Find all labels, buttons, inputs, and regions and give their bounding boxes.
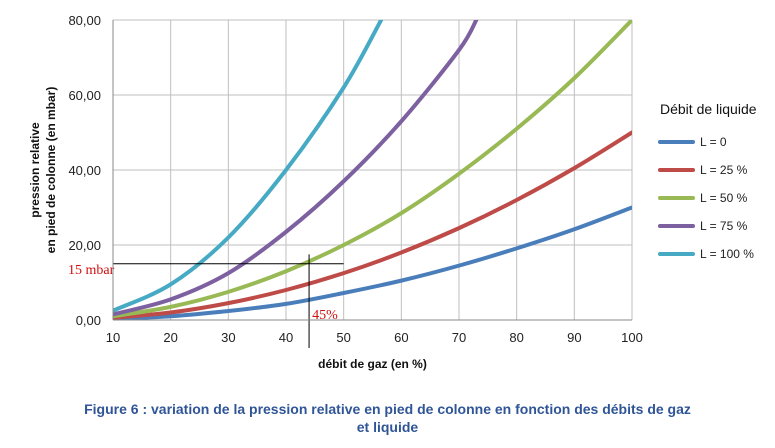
series-line-4 <box>113 20 479 317</box>
axes: 10 20 30 40 50 60 70 80 90 100 0,00 20,00 40,00 60,00… <box>28 13 643 371</box>
legend: Débit de liquide L = 0 L = 25 % L = 50 % L =… <box>658 101 757 261</box>
x-tick-label: 30 <box>221 330 235 345</box>
y-tick-label: 20,00 <box>68 238 101 253</box>
annotations: 15 mbar 45% <box>68 254 344 348</box>
x-tick-label: 20 <box>163 330 177 345</box>
series-lines <box>113 20 632 320</box>
series-line-3 <box>113 20 632 319</box>
legend-title: Débit de liquide <box>660 101 757 117</box>
x-tick-label: 90 <box>567 330 581 345</box>
x-tick-label: 40 <box>279 330 293 345</box>
legend-entry-5: L = 100 % <box>700 247 754 261</box>
legend-entry-3: L = 50 % <box>700 191 748 205</box>
caption-line-1: Figure 6 : variation de la pression rela… <box>84 401 691 417</box>
hline-label: 15 mbar <box>68 263 115 278</box>
x-tick-label: 50 <box>336 330 350 345</box>
y-tick-label: 80,00 <box>68 13 101 28</box>
legend-entry-2: L = 25 % <box>700 163 748 177</box>
x-axis-title: débit de gaz (en %) <box>318 357 427 371</box>
y-tick-label: 0,00 <box>76 313 101 328</box>
y-tick-label: 40,00 <box>68 163 101 178</box>
y-tick-label: 60,00 <box>68 88 101 103</box>
x-tick-label: 80 <box>509 330 523 345</box>
figure-caption: Figure 6 : variation de la pression rela… <box>0 400 775 436</box>
series-line-1 <box>113 205 632 320</box>
chart: 15 mbar 45% 10 20 30 40 50 60 70 80 90 100 0,00 20,0… <box>28 13 757 371</box>
series-line-2 <box>113 130 632 320</box>
grid <box>112 19 633 321</box>
series-line-5 <box>113 20 384 313</box>
y-axis-title-line-1: pression relative <box>28 122 42 218</box>
caption-line-2: et liquide <box>356 419 419 435</box>
legend-entry-4: L = 75 % <box>700 219 748 233</box>
vline-label: 45% <box>312 308 338 323</box>
x-tick-label: 10 <box>106 330 120 345</box>
x-tick-label: 70 <box>452 330 466 345</box>
legend-entry-1: L = 0 <box>700 135 727 149</box>
x-tick-label: 100 <box>621 330 643 345</box>
x-tick-label: 60 <box>394 330 408 345</box>
y-axis-title-line-2: en pied de colonne (en mbar) <box>44 87 58 254</box>
